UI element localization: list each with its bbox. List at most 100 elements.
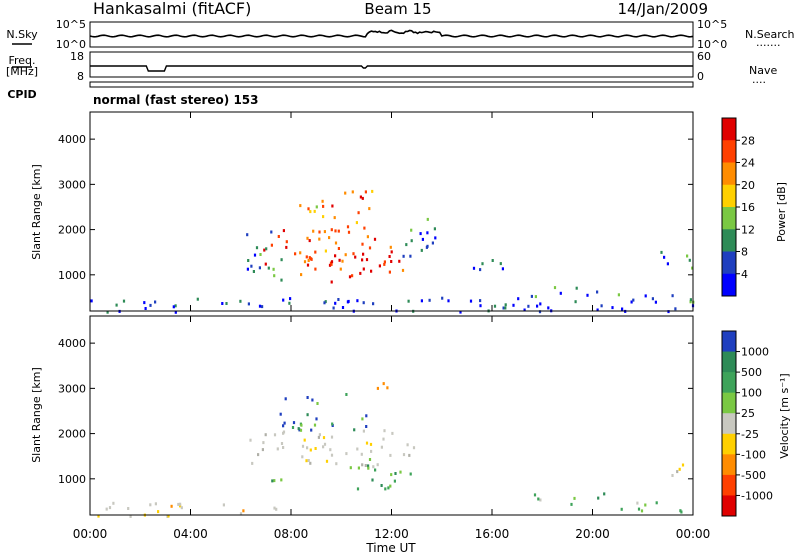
power-cell: [630, 300, 633, 304]
velocity-cell: [637, 507, 641, 511]
power-cell: [196, 297, 199, 301]
velocity-cell: [301, 455, 304, 459]
power-cell: [339, 267, 342, 271]
power-cell: [258, 304, 262, 308]
power-cell: [306, 236, 309, 240]
date-title: 14/Jan/2009: [618, 0, 709, 18]
velocity-cell: [108, 506, 112, 510]
power-cell: [347, 230, 351, 234]
power-cell: [383, 260, 386, 264]
power-cell: [517, 297, 520, 301]
power-cell: [688, 258, 691, 262]
colorbar-tick-label: 4: [741, 268, 748, 281]
velocity-cell: [391, 431, 394, 435]
power-panel: 1000 2000 3000 4000 Slant Range [km] 28 24 20…: [30, 111, 788, 314]
noise-sky-trace: [89, 29, 694, 38]
power-cell: [689, 298, 692, 302]
velocity-cell: [389, 484, 392, 488]
power-cell: [666, 262, 669, 266]
power-ylabel: Slant Range [km]: [30, 164, 43, 260]
power-cell: [425, 245, 428, 249]
velocity-cell: [383, 429, 386, 433]
colorbar-swatch: [722, 474, 736, 496]
colorbar-swatch: [722, 392, 736, 414]
power-cell: [261, 305, 264, 309]
power-cell: [277, 235, 280, 238]
power-cell: [410, 228, 413, 232]
velocity-panel: 1000 2000 3000 4000 Slant Range [km] 1000 50…: [30, 315, 791, 518]
noise-right-label: N.Search: [745, 28, 795, 41]
power-cell: [331, 204, 334, 208]
velocity-cell: [371, 478, 374, 482]
power-cell: [539, 302, 542, 306]
power-cell: [359, 195, 362, 199]
power-cell: [357, 211, 360, 215]
velocity-cell: [239, 512, 243, 516]
velocity-cell: [394, 472, 397, 475]
power-cell: [321, 199, 324, 203]
ytick-label: 3000: [58, 382, 86, 395]
colorbar-tick-label: 500: [741, 366, 762, 379]
noise-right-tick-top: 10^5: [697, 18, 727, 31]
velocity-cell: [167, 514, 170, 518]
velocity-cell: [275, 507, 278, 511]
ytick-label: 2000: [58, 224, 86, 237]
power-cell: [330, 228, 333, 232]
power-cell: [306, 263, 310, 267]
power-cell: [372, 302, 375, 306]
velocity-cell: [365, 414, 368, 418]
velocity-cell: [539, 498, 542, 502]
velocity-cell: [603, 492, 606, 496]
velocity-cell: [273, 433, 277, 437]
power-cell: [378, 264, 381, 268]
power-cell: [691, 266, 694, 270]
velocity-cell: [374, 468, 377, 472]
power-cell: [330, 280, 333, 284]
power-cell: [288, 301, 291, 305]
velocity-cell: [323, 442, 327, 446]
velocity-cell: [357, 466, 360, 470]
power-cell: [621, 307, 624, 311]
velocity-cell: [282, 431, 285, 435]
power-cell: [362, 267, 365, 271]
velocity-cell: [179, 504, 182, 508]
x-axis-label: Time UT: [365, 541, 416, 554]
velocity-cell: [345, 393, 348, 396]
velocity-cell: [370, 449, 373, 453]
velocity-cell: [271, 479, 274, 483]
power-cell: [530, 294, 533, 298]
frequency-panel: Freq. [MHz] 18 8 60 0 Nave ....: [6, 50, 778, 86]
velocity-cell: [316, 402, 319, 405]
power-cell: [361, 242, 364, 246]
velocity-cell: [179, 502, 182, 506]
velocity-cell: [309, 461, 312, 465]
power-cell: [282, 229, 285, 233]
colorbar-swatch: [722, 162, 736, 186]
velocity-colorbar-label: Velocity [m s⁻¹]: [778, 373, 791, 458]
power-cell: [491, 259, 494, 262]
velocity-ylabel: Slant Range [km]: [30, 367, 43, 463]
velocity-cell: [382, 382, 385, 386]
power-cell: [671, 294, 674, 298]
power-cell: [420, 299, 423, 303]
power-cell: [586, 293, 589, 297]
power-cell: [305, 255, 308, 259]
velocity-cell: [356, 487, 360, 491]
power-cell: [239, 299, 242, 303]
power-cell: [434, 236, 437, 240]
power-cell: [479, 304, 482, 308]
velocity-cell: [409, 472, 412, 476]
velocity-cell: [399, 470, 402, 474]
power-cell: [534, 295, 537, 299]
power-cell: [596, 290, 599, 294]
velocity-cell: [299, 428, 303, 432]
power-cell: [106, 310, 109, 314]
velocity-cell: [406, 443, 409, 447]
velocity-cell: [384, 487, 387, 491]
power-cell: [689, 300, 692, 304]
power-cell: [523, 308, 526, 312]
velocity-cell: [402, 453, 406, 457]
colorbar-tick-label: 8: [741, 246, 748, 259]
colorbar-tick-label: 100: [741, 387, 762, 400]
